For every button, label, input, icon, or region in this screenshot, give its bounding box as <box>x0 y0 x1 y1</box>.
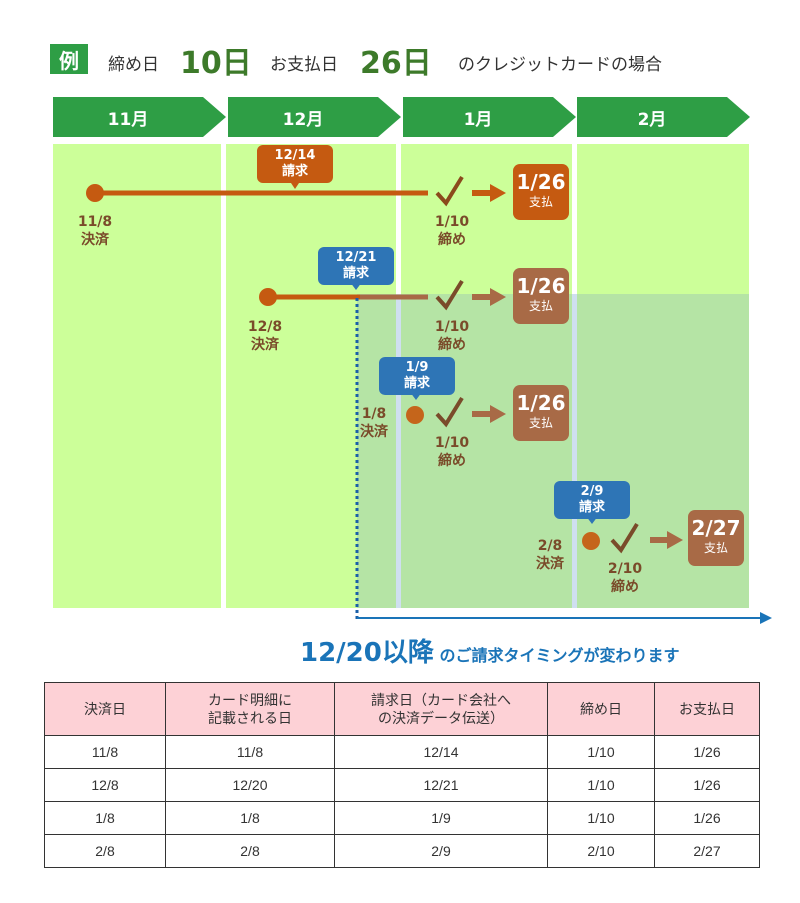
close-label: 1/10 締め <box>434 319 470 353</box>
table-row: 12/8 12/20 12/21 1/10 1/26 <box>44 768 760 802</box>
divider-line <box>572 294 577 608</box>
table-cell: 12/21 <box>334 768 548 802</box>
table-cell: 1/26 <box>654 768 760 802</box>
changed-timing-area <box>357 294 749 608</box>
table-row: 1/8 1/8 1/9 1/10 1/26 <box>44 801 760 835</box>
pay-box: 2/27 支払 <box>688 510 744 566</box>
close-label: 1/10 締め <box>434 214 470 248</box>
arrow-right-icon <box>472 288 506 306</box>
month-label: 11月 <box>107 109 149 130</box>
header-settle-date: 決済日 <box>44 682 166 736</box>
table-cell: 2/8 <box>165 834 335 868</box>
header-pay-date: お支払日 <box>654 682 760 736</box>
settle-label: 12/8 決済 <box>247 319 283 353</box>
settle-label: 11/8 決済 <box>77 214 113 248</box>
arrow-right-icon <box>650 531 683 549</box>
close-check-icon <box>435 279 464 311</box>
pay-day-value: 26日 <box>360 46 432 81</box>
table-cell: 2/27 <box>654 834 760 868</box>
boundary-arrow-head <box>760 612 772 624</box>
table-cell: 1/10 <box>547 735 655 769</box>
settle-dot <box>406 406 424 424</box>
pay-day-label: お支払日 <box>270 55 338 75</box>
request-callout: 12/21 請求 <box>318 247 394 285</box>
header-close-date: 締め日 <box>547 682 655 736</box>
month-label: 1月 <box>463 109 493 130</box>
settle-dot <box>259 288 277 306</box>
close-check-icon <box>435 396 464 428</box>
table-cell: 2/8 <box>44 834 166 868</box>
divider-line <box>396 294 401 608</box>
settle-dot <box>582 532 600 550</box>
header-suffix: のクレジットカードの場合 <box>458 55 662 75</box>
table-cell: 11/8 <box>44 735 166 769</box>
pay-box: 1/26 支払 <box>513 164 569 220</box>
request-callout: 1/9 請求 <box>379 357 455 395</box>
note-text: のご請求タイミングが変わります <box>439 646 680 665</box>
table-cell: 1/26 <box>654 735 760 769</box>
table-row: 11/8 11/8 12/14 1/10 1/26 <box>44 735 760 769</box>
table-row: 2/8 2/8 2/9 2/10 2/27 <box>44 834 760 868</box>
arrow-right-icon <box>472 184 506 202</box>
header-statement-date: カード明細に 記載される日 <box>165 682 335 736</box>
table-cell: 1/9 <box>334 801 548 835</box>
table-cell: 1/10 <box>547 768 655 802</box>
month-label: 12月 <box>282 109 324 130</box>
table-cell: 1/8 <box>165 801 335 835</box>
schedule-table: 決済日 カード明細に 記載される日 請求日（カード会社へ の決済データ伝送） 締… <box>44 682 760 868</box>
table-cell: 1/10 <box>547 801 655 835</box>
table-cell: 11/8 <box>165 735 335 769</box>
table-cell: 1/8 <box>44 801 166 835</box>
table-cell: 2/9 <box>334 834 548 868</box>
request-callout: 2/9 請求 <box>554 481 630 519</box>
example-badge: 例 <box>50 44 88 74</box>
table-cell: 12/8 <box>44 768 166 802</box>
arrow-right-icon <box>472 405 506 423</box>
cell-nov <box>53 144 221 608</box>
close-day-label: 締め日 <box>108 55 159 75</box>
timing-change-note: 12/20以降 のご請求タイミングが変わります <box>300 632 679 669</box>
header-request-date: 請求日（カード会社へ の決済データ伝送） <box>334 682 548 736</box>
settle-label: 2/8 決済 <box>536 538 564 572</box>
close-check-icon <box>435 175 464 207</box>
close-check-icon <box>610 522 639 554</box>
pay-box: 1/26 支払 <box>513 268 569 324</box>
table-header-row: 決済日 カード明細に 記載される日 請求日（カード会社へ の決済データ伝送） 締… <box>44 682 760 736</box>
settle-dot <box>86 184 104 202</box>
close-label: 1/10 締め <box>434 435 470 469</box>
pay-box: 1/26 支払 <box>513 385 569 441</box>
close-label: 2/10 締め <box>607 561 643 595</box>
table-cell: 1/26 <box>654 801 760 835</box>
table-cell: 2/10 <box>547 834 655 868</box>
settle-label: 1/8 決済 <box>360 406 388 440</box>
note-date: 12/20以降 <box>300 638 434 668</box>
request-callout: 12/14 請求 <box>257 145 333 183</box>
table-cell: 12/20 <box>165 768 335 802</box>
month-label: 2月 <box>637 109 667 130</box>
table-cell: 12/14 <box>334 735 548 769</box>
close-day-value: 10日 <box>180 46 252 81</box>
